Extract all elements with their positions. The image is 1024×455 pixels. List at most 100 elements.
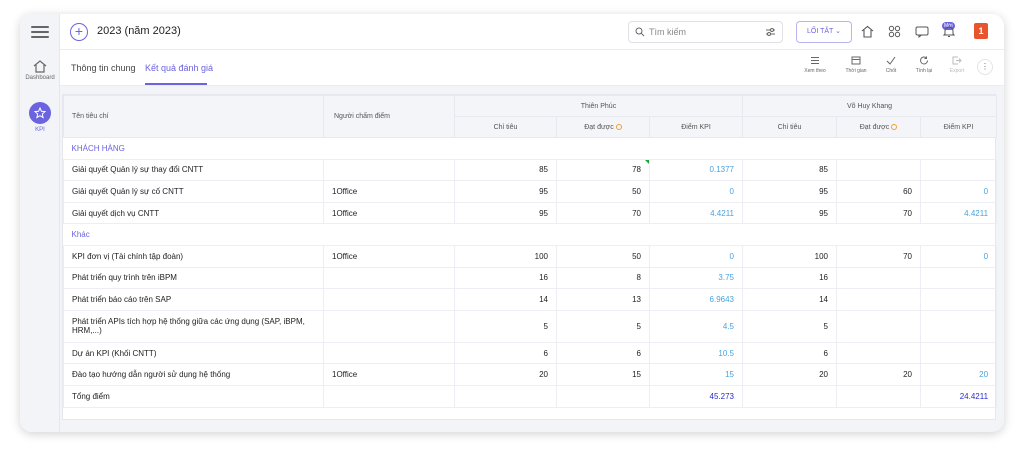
refresh-icon [920, 56, 928, 65]
target-cell[interactable]: 5 [454, 309, 557, 343]
sidebar-item-dashboard[interactable]: Dashboard [20, 60, 60, 81]
col-kpi-score: Điểm KPI [919, 116, 998, 138]
sidebar-item-kpi[interactable]: KPI [20, 102, 60, 133]
shortcut-button[interactable]: LỐI TẮT ⌄ [796, 21, 852, 43]
kpi-score-cell: 4.5 [649, 309, 743, 343]
tab-general-info[interactable]: Thông tin chung [71, 63, 136, 73]
export-icon [952, 56, 962, 65]
table-row[interactable]: Phát triển APIs tích hợp hệ thống giữa c… [63, 309, 998, 343]
time-button[interactable]: Thời gian [841, 56, 871, 74]
brand-logo[interactable]: 1 [974, 23, 988, 39]
target-cell[interactable]: 20 [742, 363, 837, 386]
target-cell[interactable]: 14 [742, 288, 837, 311]
target-cell[interactable]: 95 [742, 180, 837, 203]
target-cell[interactable]: 6 [454, 341, 557, 365]
kpi-score-cell: 0 [649, 180, 743, 203]
view-by-button[interactable]: Xem theo [800, 56, 830, 74]
criteria-name: KPI đơn vị (Tài chính tập đoàn) [63, 244, 324, 268]
group-header: Võ Huy Khang [741, 95, 998, 117]
table-row[interactable]: Dự án KPI (Khối CNTT) 6 6 10.5 6 [63, 341, 998, 365]
tab-evaluation-result[interactable]: Kết quả đánh giá [145, 63, 214, 73]
target-cell[interactable]: 16 [454, 266, 557, 290]
grader-cell [323, 341, 455, 365]
more-options-button[interactable]: ⋮ [977, 59, 993, 75]
col-target: Chỉ tiêu [454, 116, 557, 138]
tab-bar: Thông tin chung Kết quả đánh giá Xem the… [60, 50, 1004, 86]
achieved-cell[interactable]: 78 [556, 158, 650, 182]
target-cell[interactable]: 20 [454, 363, 557, 386]
target-cell[interactable]: 14 [454, 288, 557, 311]
sidebar-item-label: Dashboard [25, 75, 55, 81]
table-row[interactable]: Giải quyết Quản lý sự thay đổi CNTT 85 78 0… [63, 158, 998, 182]
recalculate-button[interactable]: Tính lại [909, 56, 939, 74]
target-cell[interactable]: 16 [742, 266, 837, 290]
total-kpi-score: 24.4211 [919, 384, 998, 408]
home-icon[interactable] [861, 25, 874, 38]
table-row[interactable]: Phát triển quy trình trên iBPM 16 8 3.75 16 [63, 266, 998, 290]
bell-icon[interactable] [943, 25, 955, 38]
achieved-cell[interactable]: 50 [556, 244, 650, 268]
table-row[interactable]: Đào tạo hướng dẫn người sử dụng hệ thống… [63, 363, 998, 386]
kpi-score-cell [919, 341, 998, 365]
target-cell[interactable]: 85 [454, 158, 557, 182]
home-icon [33, 60, 47, 73]
kpi-score-cell: 0 [919, 180, 998, 203]
add-button[interactable]: + [70, 23, 88, 41]
achieved-cell[interactable]: 60 [836, 180, 921, 203]
menu-icon[interactable] [31, 26, 49, 38]
target-cell[interactable]: 5 [742, 309, 837, 343]
apps-icon[interactable] [888, 25, 901, 38]
achieved-cell[interactable]: 70 [556, 201, 650, 225]
section-title: Khác [63, 223, 997, 246]
search-input[interactable]: Tìm kiếm [628, 21, 783, 43]
kpi-score-cell: 4.4211 [919, 201, 998, 225]
finalize-label: Chốt [885, 68, 897, 74]
table-row[interactable]: Giải quyết dịch vụ CNTT 1Office 95 70 4.4211… [63, 201, 998, 225]
achieved-cell[interactable]: 13 [556, 288, 650, 311]
target-cell[interactable]: 100 [454, 244, 557, 268]
grader-cell: 1Office [323, 180, 455, 203]
achieved-cell[interactable]: 50 [556, 180, 650, 203]
section-header: KHÁCH HÀNG [63, 137, 997, 160]
target-cell[interactable]: 95 [454, 180, 557, 203]
table-row[interactable]: Phát triển báo cáo trên SAP 14 13 6.9643 14 [63, 288, 998, 311]
achieved-cell[interactable] [836, 341, 921, 365]
target-cell[interactable]: 85 [742, 158, 837, 182]
kpi-score-cell: 20 [919, 363, 998, 386]
achieved-cell[interactable]: 8 [556, 266, 650, 290]
target-cell[interactable]: 95 [454, 201, 557, 225]
criteria-name: Đào tạo hướng dẫn người sử dụng hệ thống [63, 363, 324, 386]
achieved-cell[interactable] [836, 288, 921, 311]
view-by-label: Xem theo [804, 68, 826, 74]
achieved-cell[interactable]: 70 [836, 244, 921, 268]
target-cell[interactable]: 100 [742, 244, 837, 268]
achieved-cell[interactable] [836, 309, 921, 343]
achieved-cell[interactable] [836, 158, 921, 182]
filter-icon[interactable] [765, 27, 776, 37]
shortcut-label: LỐI TẮT [806, 28, 834, 35]
target-cell[interactable]: 95 [742, 201, 837, 225]
table-row[interactable]: KPI đơn vị (Tài chính tập đoàn) 1Office 10… [63, 244, 998, 268]
criteria-name: Phát triển APIs tích hợp hệ thống giữa c… [63, 309, 324, 343]
chat-icon[interactable] [915, 25, 929, 38]
achieved-cell[interactable]: 15 [556, 363, 650, 386]
criteria-name: Giải quyết Quản lý sự cố CNTT [63, 180, 324, 203]
achieved-cell[interactable]: 70 [836, 201, 921, 225]
achieved-cell[interactable]: 20 [836, 363, 921, 386]
achieved-cell[interactable]: 6 [556, 341, 650, 365]
info-icon[interactable] [891, 123, 898, 130]
evaluation-table-panel: Tên tiêu chí Người chấm điểm Thiên Phúc … [62, 94, 998, 420]
kpi-score-cell [919, 309, 998, 343]
criteria-name: Phát triển quy trình trên iBPM [63, 266, 324, 290]
table-row[interactable]: Giải quyết Quản lý sự cố CNTT 1Office 95 50… [63, 180, 998, 203]
star-icon [29, 102, 51, 124]
kpi-score-cell: 15 [649, 363, 743, 386]
target-cell[interactable]: 6 [742, 341, 837, 365]
export-button[interactable]: Export [942, 56, 972, 74]
info-icon[interactable] [615, 123, 622, 130]
app-window: Dashboard KPI + 2023 (năm 2023) Tìm kiếm… [20, 14, 1004, 432]
achieved-cell[interactable]: 5 [556, 309, 650, 343]
achieved-cell[interactable] [836, 266, 921, 290]
col-kpi-score: Điểm KPI [649, 116, 743, 138]
finalize-button[interactable]: Chốt [876, 56, 906, 74]
